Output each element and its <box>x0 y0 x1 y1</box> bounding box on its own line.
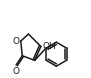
Text: OH: OH <box>42 42 56 51</box>
Text: O: O <box>13 37 20 46</box>
Text: O: O <box>13 67 20 76</box>
